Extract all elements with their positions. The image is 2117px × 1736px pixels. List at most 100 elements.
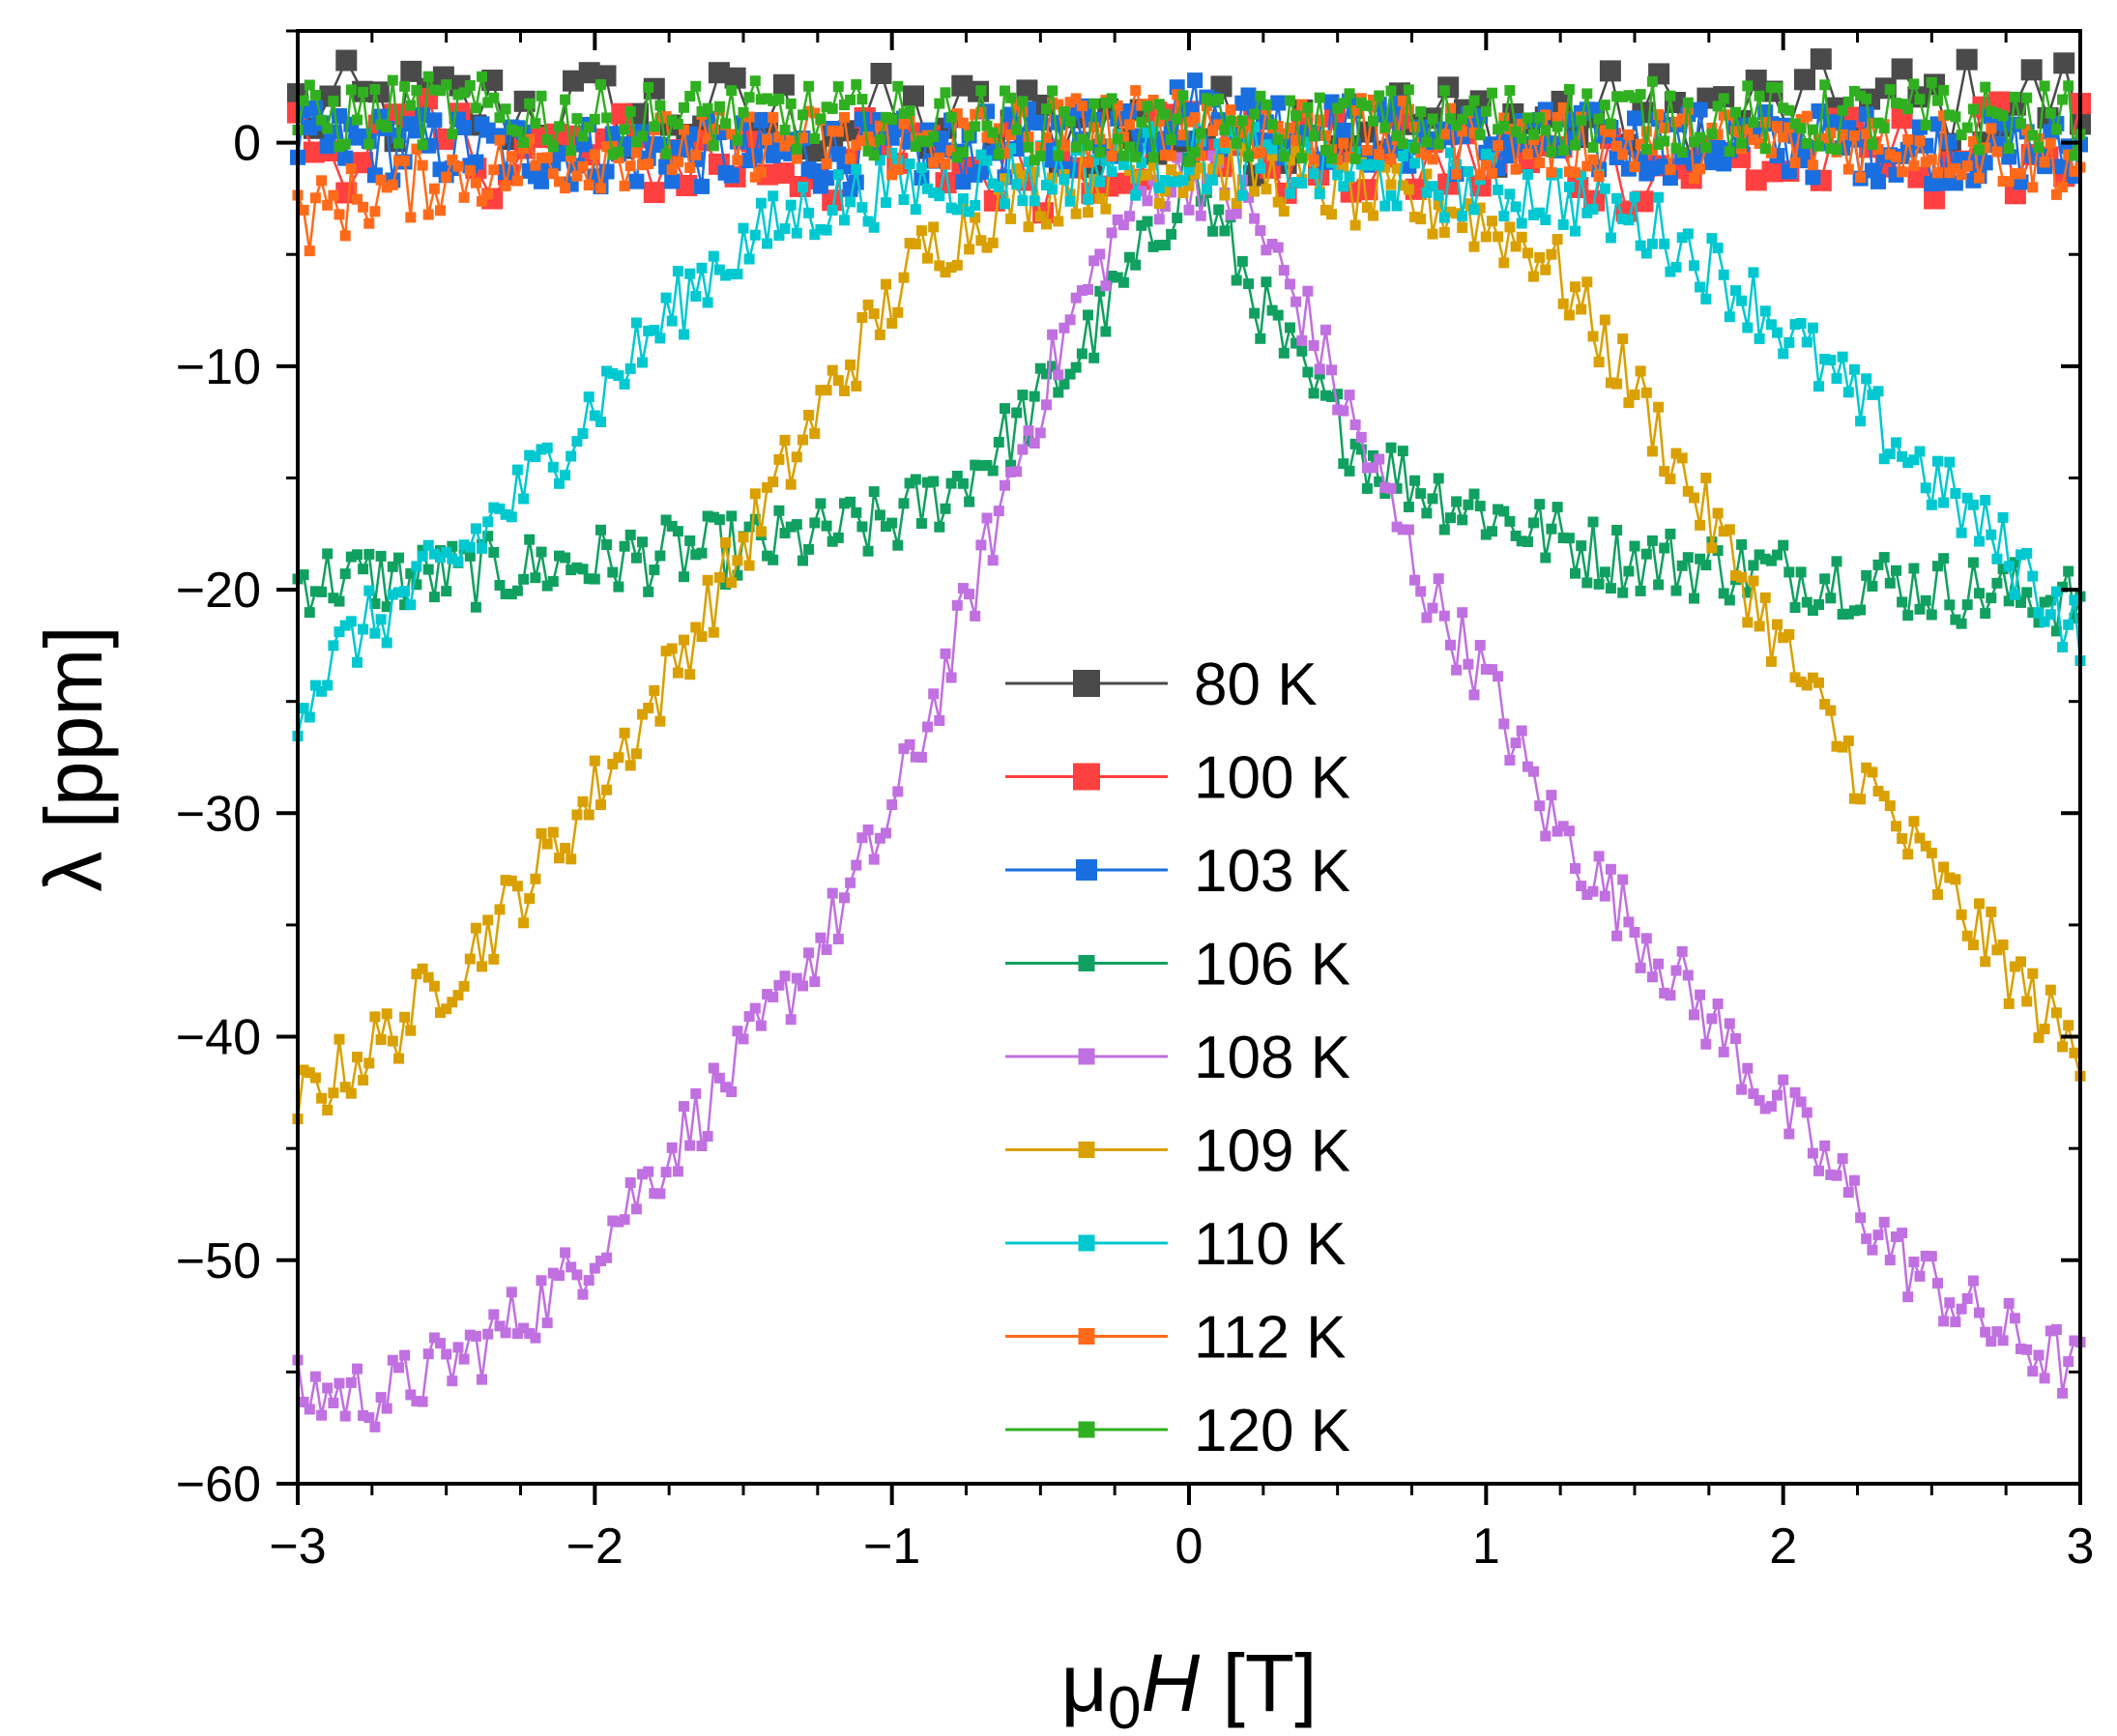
data-point xyxy=(363,1412,375,1424)
data-point xyxy=(1189,168,1201,180)
data-point xyxy=(1005,92,1017,103)
data-point xyxy=(1795,1096,1807,1108)
data-point xyxy=(1712,129,1724,140)
data-point xyxy=(1599,566,1610,578)
data-point xyxy=(1629,92,1640,103)
data-point xyxy=(1219,136,1231,148)
data-point xyxy=(2033,617,2044,628)
data-point xyxy=(1332,169,1344,181)
data-point xyxy=(1011,163,1023,174)
data-point xyxy=(1285,278,1295,290)
data-point xyxy=(779,970,791,982)
data-point xyxy=(506,589,517,600)
data-point xyxy=(541,580,553,592)
data-point xyxy=(1682,969,1694,981)
data-point xyxy=(1997,1335,2009,1346)
data-point xyxy=(815,932,826,943)
data-point xyxy=(1522,761,1533,772)
data-point xyxy=(1778,348,1789,360)
data-point xyxy=(892,306,904,318)
data-point xyxy=(832,126,844,137)
data-point xyxy=(1646,144,1658,156)
data-point xyxy=(405,1025,417,1036)
data-point xyxy=(1302,285,1314,297)
data-point xyxy=(1653,191,1665,203)
data-point xyxy=(1053,387,1064,398)
data-point xyxy=(851,79,862,90)
data-point xyxy=(1700,1038,1712,1050)
data-point xyxy=(2009,1313,2020,1324)
data-point xyxy=(1201,184,1212,195)
data-point xyxy=(1166,228,1177,240)
data-point xyxy=(743,560,755,571)
data-point xyxy=(785,98,797,109)
data-point xyxy=(1980,608,1991,620)
data-point xyxy=(934,521,945,533)
data-point xyxy=(1463,198,1474,210)
data-point xyxy=(1255,162,1266,174)
data-point xyxy=(1742,80,1754,92)
data-point xyxy=(1130,151,1142,162)
data-point xyxy=(1653,401,1665,413)
data-point xyxy=(856,832,868,844)
data-point xyxy=(1611,91,1623,102)
data-point xyxy=(1041,131,1052,143)
data-point xyxy=(1349,219,1361,231)
data-point xyxy=(1106,93,1117,104)
data-point xyxy=(1528,766,1539,777)
data-point xyxy=(1498,257,1510,269)
data-point xyxy=(696,631,708,643)
data-point xyxy=(339,1410,351,1422)
data-point xyxy=(1950,488,1961,499)
data-point xyxy=(821,944,832,955)
data-point xyxy=(411,84,422,96)
data-point xyxy=(1207,225,1219,237)
data-point xyxy=(749,1002,761,1014)
data-point xyxy=(1112,133,1123,145)
data-point xyxy=(1314,114,1325,126)
data-point xyxy=(1676,113,1688,125)
data-point xyxy=(1659,238,1670,249)
data-point xyxy=(1926,848,1937,858)
data-point xyxy=(874,155,885,166)
data-point xyxy=(1682,485,1694,497)
data-point xyxy=(1716,156,1732,172)
data-point xyxy=(713,101,725,112)
data-point xyxy=(1914,603,1926,615)
data-point xyxy=(316,175,328,187)
data-point xyxy=(1308,388,1320,399)
data-point xyxy=(1576,881,1587,892)
data-point xyxy=(1034,151,1046,161)
data-point xyxy=(798,434,808,446)
data-point xyxy=(1113,172,1135,194)
data-point xyxy=(881,827,891,839)
data-point xyxy=(1742,124,1754,135)
data-point xyxy=(1438,212,1450,223)
data-point xyxy=(1142,169,1153,181)
data-point xyxy=(1848,363,1860,375)
data-point xyxy=(1944,456,1956,468)
data-point xyxy=(1355,159,1367,170)
data-point xyxy=(975,235,987,246)
data-point xyxy=(755,94,767,105)
legend-item: 80 K xyxy=(1005,651,1318,718)
data-point xyxy=(1706,1013,1718,1025)
data-point xyxy=(1546,146,1557,158)
data-point xyxy=(1540,830,1552,842)
data-point xyxy=(1272,309,1284,321)
data-point xyxy=(322,1382,334,1394)
data-point xyxy=(1153,214,1165,225)
data-point xyxy=(452,160,464,172)
data-point xyxy=(607,1215,619,1227)
data-point xyxy=(1570,567,1580,579)
data-point xyxy=(1201,173,1212,185)
legend-label: 110 K xyxy=(1194,1211,1346,1278)
data-point xyxy=(1956,909,1967,920)
data-point xyxy=(399,1011,411,1023)
data-point xyxy=(1308,340,1320,351)
data-point xyxy=(1789,118,1801,130)
data-point xyxy=(1166,150,1177,161)
data-point xyxy=(1961,492,1973,504)
data-point xyxy=(335,182,358,204)
data-point xyxy=(1029,166,1040,178)
